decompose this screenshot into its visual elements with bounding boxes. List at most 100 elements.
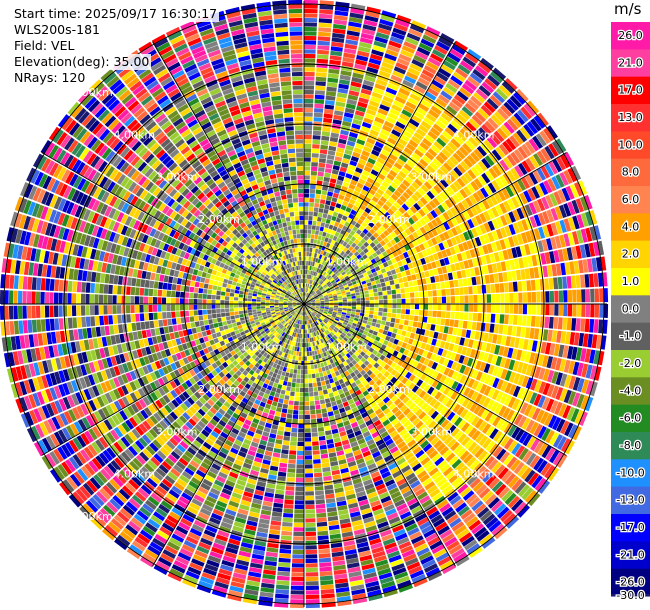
velocity-gate [497,467,509,480]
velocity-gate [505,138,517,151]
velocity-gate [347,306,352,309]
velocity-gate [517,415,527,428]
velocity-gate [378,304,384,308]
velocity-gate [436,318,441,325]
velocity-gate [341,271,346,276]
velocity-gate [385,411,394,419]
velocity-gate [318,294,323,298]
velocity-gate [153,489,165,500]
velocity-gate [391,406,400,414]
velocity-gate [221,559,235,568]
velocity-gate [374,275,380,281]
velocity-gate [457,465,469,476]
velocity-gate [336,323,342,328]
velocity-gate [291,576,304,582]
velocity-gate [541,445,552,459]
velocity-gate [440,64,454,75]
velocity-gate [147,518,161,529]
velocity-gate [304,419,311,424]
velocity-gate [324,204,330,210]
velocity-gate [449,207,458,217]
velocity-gate [365,278,371,284]
velocity-gate [356,162,365,170]
velocity-gate [391,449,401,458]
velocity-gate [277,471,287,477]
velocity-gate [386,270,392,277]
velocity-gate [336,314,341,318]
velocity-gate [365,376,372,383]
velocity-gate [420,456,431,466]
velocity-gate [377,487,388,495]
velocity-gate [318,548,331,554]
velocity-gate [503,394,512,407]
velocity-gate [366,408,375,415]
velocity-gate [378,274,384,279]
velocity-gate [373,40,387,49]
velocity-gate [250,558,264,565]
velocity-gate [313,126,322,131]
velocity-gate [320,299,325,302]
velocity-gate [339,261,344,267]
velocity-gate [564,440,575,455]
velocity-gate [401,298,406,304]
velocity-gate [304,197,309,203]
velocity-gate [530,378,538,391]
velocity-gate [344,275,349,280]
velocity-gate [314,481,324,487]
velocity-gate [550,400,559,414]
velocity-gate [238,475,248,482]
velocity-gate [306,299,310,303]
velocity-gate [323,361,328,367]
velocity-gate [535,316,541,328]
velocity-gate [351,306,357,310]
velocity-gate [450,296,456,304]
velocity-gate [390,193,399,201]
velocity-gate [315,306,320,309]
velocity-gate [575,318,581,332]
velocity-gate [487,458,499,471]
velocity-gate [375,221,382,229]
velocity-gate [433,171,443,181]
velocity-gate [346,493,356,500]
velocity-gate [314,99,325,104]
velocity-gate [407,241,415,249]
velocity-gate [411,261,418,268]
velocity-gate [500,104,513,117]
velocity-gate [314,276,318,282]
velocity-gate [562,317,568,330]
velocity-gate [114,538,128,551]
velocity-gate [437,267,443,275]
velocity-gate [290,364,295,369]
velocity-gate [397,233,404,241]
velocity-gate [504,358,511,369]
velocity-gate [262,383,268,389]
velocity-gate [299,320,302,325]
velocity-gate [306,329,309,334]
velocity-gate [496,418,505,430]
velocity-gate [450,237,458,246]
velocity-gate [305,563,318,568]
velocity-gate [495,356,503,367]
velocity-gate [218,451,227,459]
velocity-gate [351,293,356,297]
velocity-gate [345,347,351,353]
velocity-gate [423,502,436,513]
velocity-gate [332,357,337,363]
velocity-gate [308,279,311,284]
velocity-gate [309,401,315,406]
velocity-gate [326,340,330,346]
velocity-gate [321,593,335,599]
velocity-gate [508,211,516,223]
velocity-gate [212,508,224,517]
velocity-gate [390,239,397,246]
velocity-gate [475,88,489,100]
velocity-gate [376,563,390,572]
velocity-gate [217,530,230,538]
velocity-gate [437,460,448,470]
velocity-gate [206,559,220,568]
velocity-gate [178,521,191,531]
velocity-gate [295,486,304,492]
velocity-gate [349,327,355,332]
velocity-gate [519,192,528,205]
velocity-gate [366,282,372,287]
